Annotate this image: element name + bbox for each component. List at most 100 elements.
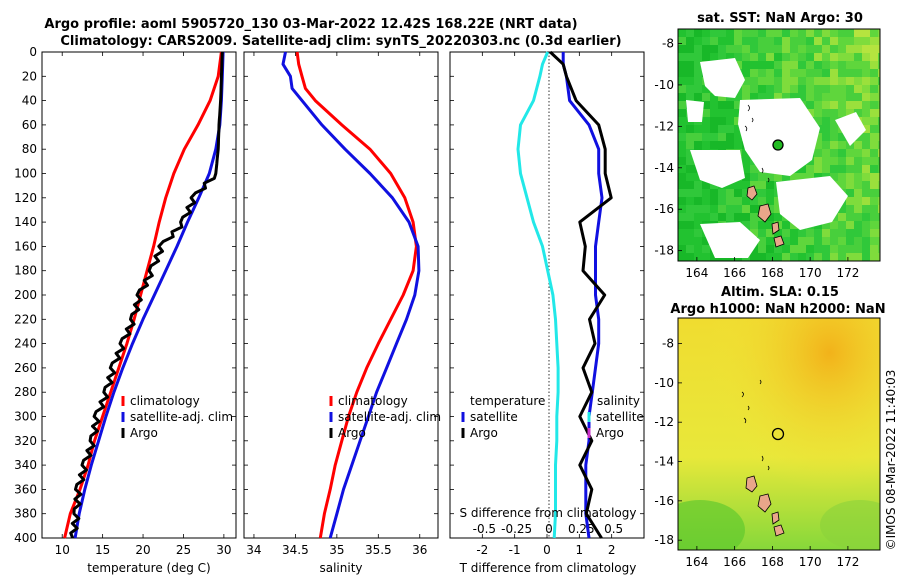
sst-cell bbox=[822, 45, 830, 53]
sst-cell bbox=[678, 173, 686, 181]
sst-cell bbox=[862, 93, 870, 101]
sst-cell bbox=[870, 93, 878, 101]
sst-cell bbox=[750, 181, 758, 189]
sst-cell bbox=[878, 85, 880, 93]
depth-tick-label: 120 bbox=[14, 191, 37, 205]
sst-cell bbox=[734, 141, 742, 149]
sst-cell bbox=[790, 93, 798, 101]
sst-cell bbox=[718, 141, 726, 149]
sst-cell bbox=[694, 125, 702, 133]
sst-cell bbox=[702, 245, 710, 253]
sst-cell bbox=[694, 205, 702, 213]
sst-cell bbox=[846, 77, 854, 85]
sst-cell bbox=[782, 45, 790, 53]
sst-cell bbox=[750, 229, 758, 237]
sst-cell bbox=[734, 93, 742, 101]
sst-cell bbox=[878, 53, 880, 61]
sst-cell bbox=[702, 205, 710, 213]
sst-cell bbox=[878, 181, 880, 189]
sst-cell bbox=[766, 189, 774, 197]
sst-cell bbox=[766, 221, 774, 229]
sst-cell bbox=[774, 37, 782, 45]
sst-cell bbox=[686, 69, 694, 77]
sst-cell bbox=[814, 53, 822, 61]
sst-cell bbox=[814, 101, 822, 109]
x-tick-label: 25 bbox=[176, 543, 191, 557]
sst-cell bbox=[862, 37, 870, 45]
sst-cell bbox=[774, 197, 782, 205]
sst-cell bbox=[822, 61, 830, 69]
sst-cell bbox=[878, 221, 880, 229]
sst-cell bbox=[710, 117, 718, 125]
salinity-panel: 34 34.5 35 35.5 36 salinity climatology sate… bbox=[243, 51, 441, 575]
sst-cell bbox=[870, 205, 878, 213]
x-tick-label: 34.5 bbox=[282, 543, 309, 557]
sst-cell bbox=[830, 93, 838, 101]
sst-cell bbox=[878, 101, 880, 109]
sst-cell bbox=[870, 197, 878, 205]
sst-cell bbox=[838, 173, 846, 181]
figure-title-line1: Argo profile: aoml 5905720_130 03-Mar-20… bbox=[44, 17, 577, 32]
sst-cell bbox=[694, 197, 702, 205]
sst-cell bbox=[678, 109, 686, 117]
sst-cell bbox=[814, 37, 822, 45]
sst-cell bbox=[846, 221, 854, 229]
sst-cell bbox=[838, 237, 846, 245]
legend-label: satellite bbox=[596, 410, 644, 424]
sst-cell bbox=[686, 61, 694, 69]
sst-cell bbox=[678, 189, 686, 197]
sst-cell bbox=[814, 133, 822, 141]
sst-cell bbox=[718, 133, 726, 141]
sst-cell bbox=[710, 189, 718, 197]
sst-cell bbox=[862, 181, 870, 189]
latitude-tick-label: -8 bbox=[662, 337, 674, 351]
sst-cell bbox=[878, 197, 880, 205]
sst-cell bbox=[726, 141, 734, 149]
x-tick-label: 1 bbox=[576, 543, 584, 557]
depth-tick-label: 160 bbox=[14, 239, 37, 253]
salinity-legend: climatology satellite-adj. clim Argo bbox=[329, 394, 441, 440]
sst-cell bbox=[846, 61, 854, 69]
sst-cell bbox=[766, 181, 774, 189]
sst-cell bbox=[806, 29, 814, 37]
sst-cell bbox=[822, 245, 830, 253]
sst-cell bbox=[830, 101, 838, 109]
sst-cell bbox=[790, 85, 798, 93]
latitude-tick-label: -16 bbox=[654, 494, 674, 508]
sst-cell bbox=[774, 205, 782, 213]
sst-cell bbox=[766, 29, 774, 37]
sst-cell bbox=[710, 101, 718, 109]
sst-cell bbox=[790, 45, 798, 53]
sst-cell bbox=[726, 213, 734, 221]
sst-cell bbox=[838, 37, 846, 45]
sst-cell bbox=[798, 69, 806, 77]
sst-cell bbox=[766, 37, 774, 45]
temperature-panel: 0204060801001201401601802002202402602803… bbox=[14, 45, 644, 575]
sst-cell bbox=[766, 173, 774, 181]
sst-cell bbox=[806, 77, 814, 85]
sst-cell bbox=[750, 69, 758, 77]
sst-cell bbox=[878, 141, 880, 149]
sst-cell bbox=[822, 133, 830, 141]
sst-cell bbox=[694, 77, 702, 85]
depth-tick-label: 20 bbox=[22, 69, 37, 83]
sst-cell bbox=[686, 229, 694, 237]
sst-cell bbox=[846, 237, 854, 245]
sst-cell bbox=[798, 173, 806, 181]
sst-cell bbox=[830, 117, 838, 125]
sst-cell bbox=[798, 165, 806, 173]
sst-cell bbox=[870, 149, 878, 157]
sst-cell bbox=[758, 53, 766, 61]
sst-cell bbox=[750, 253, 758, 261]
sst-cell bbox=[694, 133, 702, 141]
sst-cell bbox=[854, 245, 862, 253]
sst-cell bbox=[678, 157, 686, 165]
sst-cell bbox=[694, 221, 702, 229]
sst-cell bbox=[870, 157, 878, 165]
sst-cell bbox=[822, 253, 830, 261]
sst-cell bbox=[686, 141, 694, 149]
sst-cell bbox=[742, 197, 750, 205]
sst-cell bbox=[678, 197, 686, 205]
depth-tick-label: 60 bbox=[22, 118, 37, 132]
sst-cell bbox=[790, 237, 798, 245]
